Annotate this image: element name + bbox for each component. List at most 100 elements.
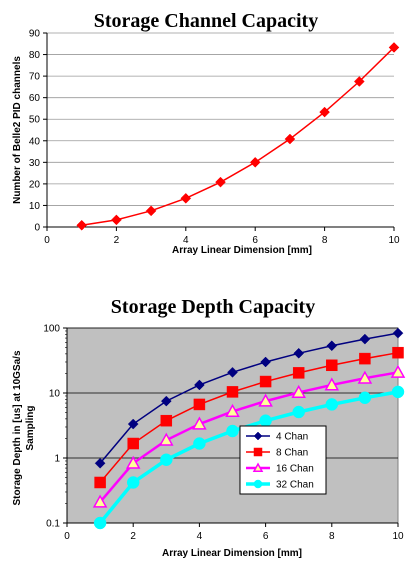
chart2-data-point	[126, 476, 140, 489]
chart2-data-point	[94, 476, 106, 489]
chart2-data-point	[359, 333, 371, 345]
chart1-series	[76, 42, 400, 231]
chart1-y-tick-label: 60	[29, 93, 41, 104]
chart1-y-tick-label: 0	[34, 223, 40, 234]
chart1-data-point	[111, 214, 122, 226]
chart2-legend-marker	[253, 479, 263, 489]
chart2-data-point	[125, 455, 141, 469]
chart2-data-point	[392, 327, 404, 339]
chart1-ticks: 0 10 20 30 40 50 60 70 80 90 0 2 4 6 8 10	[29, 29, 400, 247]
chart2-data-point	[159, 432, 174, 446]
chart2-ylabel-line2: Sampling	[25, 405, 36, 450]
chart2-y-tick-label: 1	[54, 454, 60, 465]
chart1-x-tick-label: 2	[114, 235, 120, 246]
chart1-data-point	[215, 176, 226, 188]
chart2-data-point	[326, 359, 338, 372]
chart2-data-point	[160, 395, 172, 407]
chart1-y-tick-label: 80	[29, 50, 41, 61]
chart2-data-point	[193, 437, 206, 450]
chart1-y-tick-label: 20	[29, 179, 41, 190]
chart1-y-tick-label: 90	[29, 29, 41, 40]
chart2-data-point	[226, 424, 239, 438]
chart2-data-point	[259, 414, 272, 427]
chart1-y-tick-label: 30	[29, 158, 41, 169]
chart2-data-point	[260, 356, 271, 368]
chart1-y-tick-label: 50	[29, 115, 41, 126]
chart2-series-line	[99, 351, 399, 483]
chart1-x-tick-label: 6	[252, 235, 258, 246]
chart1-data-point	[353, 76, 365, 87]
chart2-data-point	[390, 364, 406, 378]
chart2-data-point	[160, 414, 173, 427]
chart2-y-tick-label: 100	[43, 324, 60, 335]
chart2-data-point	[326, 340, 338, 352]
chart1-y-tick-label: 70	[29, 72, 41, 83]
chart1-data-point	[388, 42, 400, 53]
chart1-data-point	[319, 106, 330, 118]
chart2-ticks: 0.1 1 10 100 0 2 4 6 8 10	[43, 324, 404, 543]
chart2-data-point	[392, 346, 404, 359]
chart2-data-point	[357, 370, 373, 384]
chart2-legend-label: 8 Chan	[276, 448, 308, 459]
chart2-data-point	[292, 405, 305, 419]
chart2-y-tick-label: 0.1	[46, 519, 60, 530]
chart1-y-tick-label: 10	[29, 201, 41, 212]
chart2-data-point	[227, 366, 238, 378]
chart1-x-tick-label: 10	[388, 235, 400, 246]
chart1-xlabel: Array Linear Dimension [mm]	[172, 245, 312, 256]
chart1-data-point	[145, 205, 157, 217]
chart2-data-point	[194, 379, 205, 391]
chart2-ylabel-line1: Storage Depth in [us] at 10GSa/s	[12, 350, 23, 505]
chart1-data-point	[180, 192, 192, 204]
chart2-x-tick-label: 2	[130, 531, 136, 542]
chart2-legend-label: 16 Chan	[276, 464, 314, 475]
chart2-x-tick-label: 10	[392, 531, 404, 542]
chart2-x-tick-label: 0	[64, 531, 70, 542]
chart2-data-point	[358, 391, 372, 405]
chart2-data-point	[93, 516, 107, 530]
chart2-series-line	[99, 332, 399, 464]
chart2-xlabel: Array Linear Dimension [mm]	[162, 548, 302, 559]
chart2-legend-marker	[253, 447, 263, 457]
chart1-x-tick-label: 0	[44, 235, 50, 246]
chart2-legend-marker	[253, 431, 263, 441]
chart1-series-line	[81, 46, 395, 227]
chart1-data-point	[284, 133, 296, 145]
chart1-x-tick-label: 4	[183, 235, 189, 246]
chart2-data-point	[92, 494, 108, 508]
chart2-data-point	[127, 437, 139, 450]
chart2-data-point	[258, 393, 273, 407]
chart2-data-point	[127, 418, 139, 430]
chart2-data-point	[94, 457, 106, 469]
chart2-x-tick-label: 4	[197, 531, 203, 542]
chart2-legend: 4 Chan 8 Chan 16 Chan 32 Chan	[239, 425, 327, 495]
chart1-x-tick-label: 8	[322, 235, 328, 246]
chart2-data-point	[292, 367, 305, 379]
chart2-x-tick-label: 8	[329, 531, 335, 542]
chart1-ylabel: Number of Belle2 PID channels	[12, 56, 23, 204]
chart2-data-point	[259, 375, 272, 388]
chart2-data-point	[325, 398, 339, 411]
chart2-data-point	[226, 386, 239, 398]
chart2-data-point	[225, 403, 240, 417]
chart2-y-tick-label: 10	[49, 389, 61, 400]
chart2-data-point	[324, 377, 340, 391]
chart2-legend-label: 32 Chan	[276, 480, 314, 491]
chart2-data-point	[160, 453, 173, 466]
chart1-gridlines	[47, 32, 394, 228]
chart2-title: Storage Depth Capacity	[111, 296, 315, 318]
chart1-data-point	[76, 219, 88, 231]
chart2-data-point	[291, 384, 306, 398]
chart2-data-point	[192, 416, 207, 430]
chart2-series-line	[99, 371, 399, 503]
chart2-data-point	[293, 347, 305, 359]
chart2-legend-label: 4 Chan	[276, 432, 308, 443]
chart1-plot-area	[47, 33, 394, 227]
chart2-legend-marker	[252, 462, 264, 472]
chart1-y-tick-label: 40	[29, 136, 41, 147]
chart1-data-point	[249, 156, 261, 168]
chart2-data-point	[359, 352, 371, 365]
chart1-title: Storage Channel Capacity	[94, 10, 318, 32]
